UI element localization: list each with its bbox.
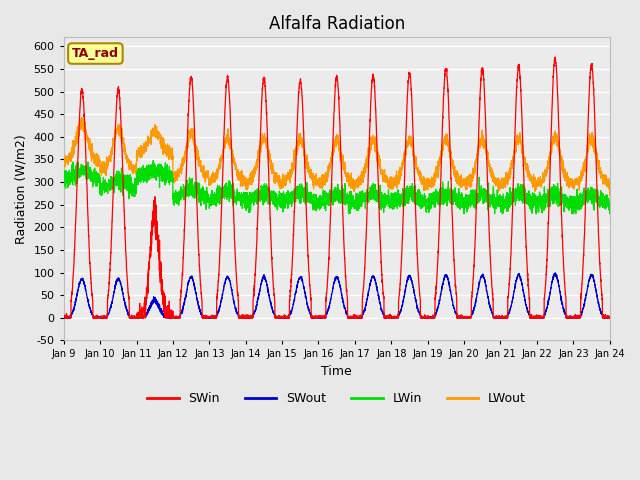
X-axis label: Time: Time <box>321 365 352 378</box>
Text: TA_rad: TA_rad <box>72 47 119 60</box>
Title: Alfalfa Radiation: Alfalfa Radiation <box>269 15 405 33</box>
Legend: SWin, SWout, LWin, LWout: SWin, SWout, LWin, LWout <box>142 387 531 410</box>
Y-axis label: Radiation (W/m2): Radiation (W/m2) <box>15 134 28 244</box>
